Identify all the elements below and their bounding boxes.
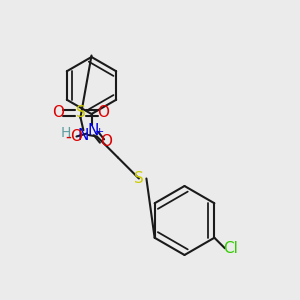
Text: -: - [65,128,71,146]
Text: O: O [97,105,109,120]
Text: H: H [60,127,70,140]
Text: N: N [78,128,89,142]
Text: O: O [52,105,64,120]
Text: S: S [76,105,85,120]
Text: S: S [134,171,144,186]
Text: Cl: Cl [224,241,238,256]
Text: N: N [87,123,99,138]
Text: +: + [95,127,105,137]
Text: O: O [100,134,112,148]
Text: O: O [70,129,82,144]
